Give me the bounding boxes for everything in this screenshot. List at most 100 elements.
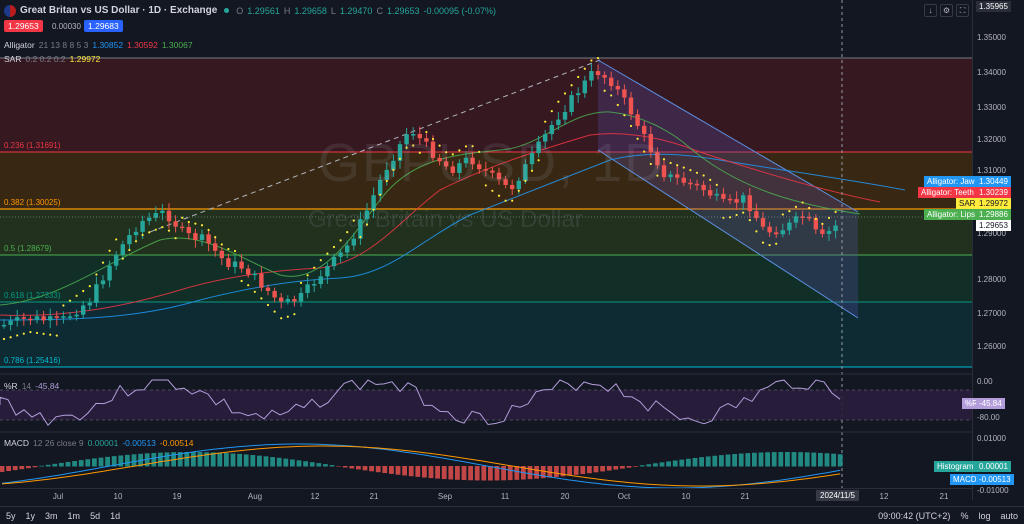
candle-body[interactable] [252, 273, 257, 276]
candle-body[interactable] [510, 185, 515, 190]
candle-body[interactable] [292, 299, 297, 302]
candle-body[interactable] [437, 157, 442, 162]
candle-body[interactable] [364, 210, 370, 220]
candle-body[interactable] [787, 222, 792, 231]
candle-body[interactable] [1, 324, 7, 327]
candle-body[interactable] [54, 316, 59, 318]
candle-body[interactable] [589, 71, 594, 81]
candle-body[interactable] [807, 216, 812, 219]
candle-body[interactable] [226, 258, 231, 267]
candle-body[interactable] [48, 316, 53, 321]
candle-body[interactable] [325, 266, 330, 277]
candle-body[interactable] [582, 80, 587, 94]
candle-body[interactable] [800, 216, 805, 218]
candle-body[interactable] [397, 144, 403, 161]
candle-body[interactable] [199, 234, 205, 240]
candle-body[interactable] [576, 93, 581, 96]
candle-body[interactable] [741, 195, 746, 203]
candle-body[interactable] [61, 316, 66, 318]
candle-body[interactable] [780, 230, 785, 235]
candle-body[interactable] [569, 95, 574, 112]
candle-body[interactable] [239, 261, 244, 269]
candle-body[interactable] [153, 213, 158, 218]
candle-body[interactable] [272, 290, 277, 298]
candle-body[interactable] [516, 180, 521, 190]
candle-body[interactable] [127, 235, 132, 245]
candle-body[interactable] [285, 299, 290, 302]
candle-body[interactable] [642, 125, 647, 135]
candle-body[interactable] [351, 238, 356, 246]
candle-body[interactable] [186, 227, 191, 234]
candle-body[interactable] [708, 190, 713, 196]
range-1d[interactable]: 1d [110, 510, 121, 521]
candle-body[interactable] [265, 287, 271, 291]
candle-body[interactable] [833, 225, 838, 232]
candlestick-series[interactable] [1, 63, 838, 331]
candle-body[interactable] [107, 265, 112, 281]
range-1m[interactable]: 1m [67, 510, 81, 521]
candle-body[interactable] [34, 316, 40, 320]
candle-body[interactable] [206, 234, 211, 244]
candle-body[interactable] [628, 97, 634, 115]
candle-body[interactable] [477, 164, 482, 170]
candle-body[interactable] [483, 169, 488, 171]
candle-body[interactable] [15, 317, 20, 321]
candle-body[interactable] [298, 292, 304, 302]
candle-body[interactable] [173, 221, 178, 227]
clock[interactable]: 09:00:42 (UTC+2) [878, 510, 951, 521]
candle-body[interactable] [100, 280, 106, 285]
candle-body[interactable] [701, 184, 706, 191]
log-toggle[interactable]: log [978, 510, 991, 521]
auto-toggle[interactable]: auto [1000, 510, 1018, 521]
candle-body[interactable] [549, 125, 554, 135]
range-1y[interactable]: 1y [25, 510, 36, 521]
candle-body[interactable] [8, 320, 13, 325]
candle-body[interactable] [430, 141, 436, 158]
candle-body[interactable] [556, 119, 561, 126]
candle-body[interactable] [213, 243, 218, 251]
candle-body[interactable] [774, 232, 779, 235]
time-axis[interactable]: Jul 10 19 Aug 12 21 Sep 11 20 Oct 10 21 … [0, 488, 972, 502]
candle-body[interactable] [496, 172, 502, 180]
candle-body[interactable] [371, 195, 376, 211]
candle-body[interactable] [609, 77, 614, 87]
candle-body[interactable] [470, 157, 475, 165]
symbol-icon[interactable] [4, 4, 16, 17]
candle-body[interactable] [81, 305, 86, 315]
candle-body[interactable] [622, 89, 627, 98]
candle-body[interactable] [635, 114, 640, 126]
candle-body[interactable] [813, 217, 818, 230]
candle-body[interactable] [820, 229, 825, 234]
arrow-down-icon[interactable]: ↓ [924, 4, 937, 17]
macd-legend[interactable]: MACD 12 26 close 9 0.00001 -0.00513 -0.0… [4, 438, 193, 448]
candle-body[interactable] [444, 161, 449, 167]
range-5y[interactable]: 5y [6, 510, 16, 521]
candle-body[interactable] [490, 170, 495, 173]
candle-body[interactable] [378, 179, 383, 196]
candle-body[interactable] [543, 134, 548, 142]
candle-body[interactable] [826, 231, 832, 234]
candle-body[interactable] [404, 134, 409, 145]
candle-body[interactable] [754, 211, 759, 219]
candle-body[interactable] [767, 226, 772, 233]
candle-body[interactable] [529, 153, 535, 165]
candle-body[interactable] [675, 174, 680, 178]
sell-button[interactable]: 1.29653 [4, 20, 43, 32]
settings-icon[interactable]: ⚙ [940, 4, 953, 17]
candle-body[interactable] [668, 174, 673, 178]
range-3m[interactable]: 3m [45, 510, 58, 521]
symbol-title[interactable]: Great Britan vs US Dollar · 1D · Exchang… [20, 5, 218, 16]
candle-body[interactable] [747, 195, 752, 212]
candle-body[interactable] [615, 86, 620, 90]
candle-body[interactable] [417, 134, 422, 139]
candle-body[interactable] [279, 297, 284, 302]
candle-body[interactable] [562, 111, 568, 120]
candle-body[interactable] [688, 182, 693, 185]
candle-body[interactable] [384, 169, 389, 180]
candle-body[interactable] [655, 152, 660, 166]
candle-body[interactable] [180, 226, 185, 229]
candle-body[interactable] [760, 218, 766, 227]
candle-body[interactable] [648, 134, 653, 153]
